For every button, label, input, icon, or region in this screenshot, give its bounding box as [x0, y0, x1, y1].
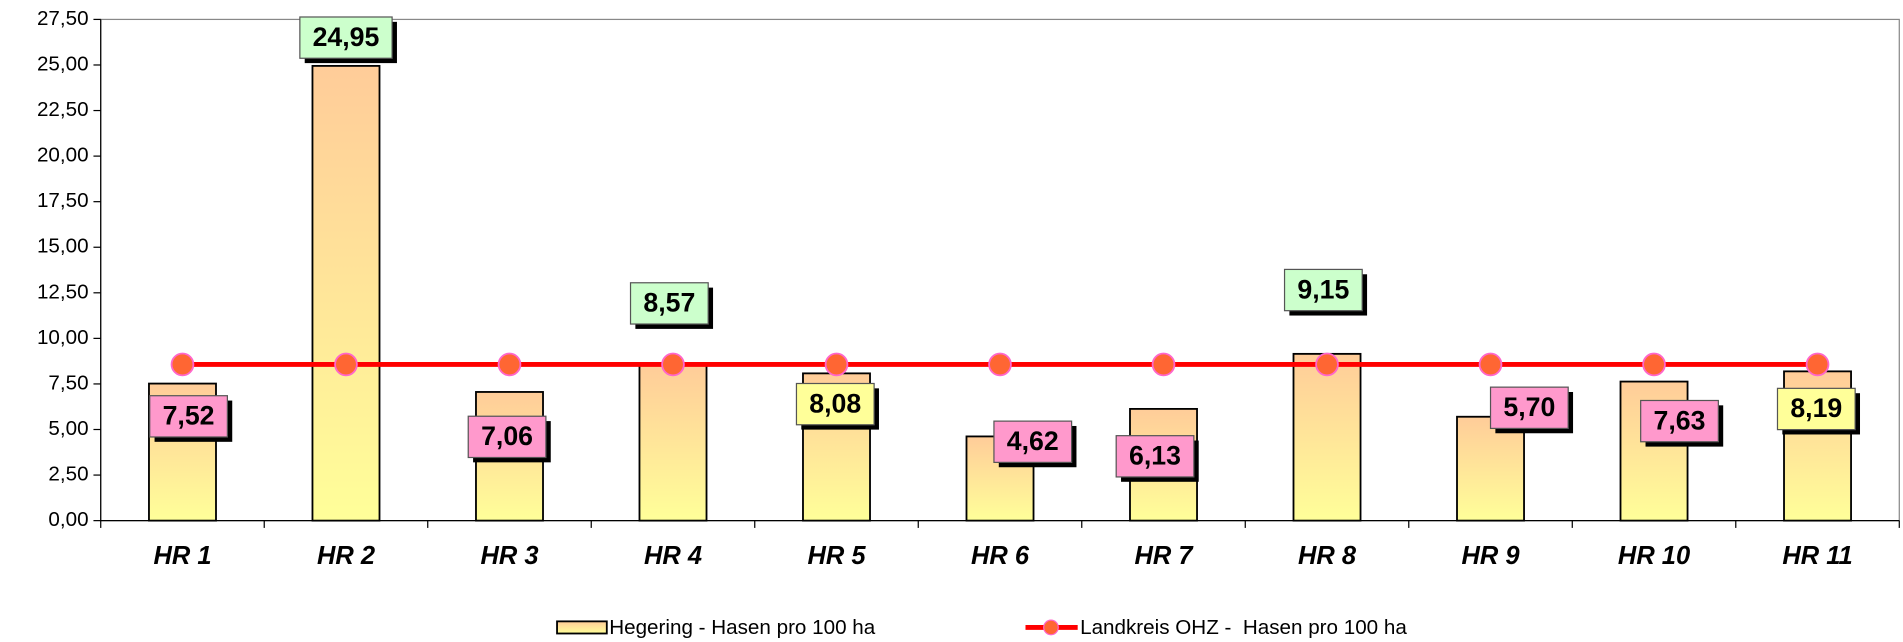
value-label-box [1489, 386, 1569, 430]
bar [1292, 352, 1362, 522]
y-tick-label: 15,00 [37, 235, 89, 258]
value-label-box [1640, 399, 1719, 443]
value-label: 8,57 [643, 288, 695, 318]
line-marker [497, 352, 522, 377]
value-label: 9,15 [1297, 274, 1349, 304]
x-tick-label: HR 5 [807, 542, 866, 570]
value-label: 8,19 [1790, 393, 1842, 423]
value-label-box [1283, 268, 1363, 312]
value-label: 7,52 [163, 401, 215, 431]
line-marker [1315, 352, 1339, 377]
bar [311, 64, 381, 522]
legend-label: Landkreis OHZ - Hasen pro 100 ha [1080, 616, 1407, 639]
line-marker [1151, 352, 1176, 377]
line-marker [661, 352, 685, 377]
value-label-box [795, 382, 875, 426]
bar [1456, 415, 1525, 522]
value-label: 8,08 [809, 388, 861, 418]
value-label: 6,13 [1129, 441, 1181, 471]
value-label: 5,70 [1503, 392, 1555, 422]
x-tick-label: HR 3 [480, 542, 538, 570]
legend-swatch [1043, 619, 1059, 636]
y-tick-label: 25,00 [37, 52, 89, 75]
value-label-box [299, 16, 393, 59]
line-marker [1642, 352, 1666, 377]
plot: 0,00 2,50 5,00 7,50 10,00 12,50 15,00 17,50 20,0… [37, 7, 1900, 639]
value-label: 4,62 [1007, 426, 1059, 456]
legend-label: Hegering - Hasen pro 100 ha [609, 616, 876, 639]
x-tick-label: HR 8 [1298, 542, 1357, 570]
x-tick-label: HR 7 [1134, 542, 1194, 570]
x-tick-label: HR 10 [1618, 542, 1690, 570]
x-tick-label: HR 4 [644, 542, 702, 570]
value-label: 7,63 [1654, 405, 1706, 435]
line-marker [988, 352, 1012, 377]
y-tick-label: 17,50 [37, 189, 89, 212]
y-tick-label: 0,00 [48, 508, 88, 531]
y-tick-label: 27,50 [37, 7, 89, 30]
value-label-box [1776, 387, 1856, 431]
line-marker [170, 352, 195, 377]
value-label: 24,95 [313, 22, 380, 52]
value-label-box [149, 395, 228, 438]
line-marker [824, 352, 849, 377]
y-tick-label: 5,00 [48, 417, 88, 440]
line-marker [1478, 352, 1503, 377]
x-tick-label: HR 2 [317, 542, 375, 570]
line-marker [334, 352, 358, 377]
bar [638, 363, 708, 522]
legend-swatch [556, 620, 608, 635]
y-tick-label: 2,50 [48, 463, 88, 486]
x-tick-label: HR 1 [153, 542, 211, 570]
value-label-box [467, 415, 547, 459]
value-label-box [629, 282, 709, 325]
y-tick-label: 20,00 [37, 144, 89, 167]
y-tick-label: 10,00 [37, 326, 89, 349]
y-tick-label: 7,50 [48, 371, 88, 394]
value-label-box [1115, 435, 1195, 478]
value-label: 7,06 [481, 421, 533, 451]
y-tick-label: 22,50 [37, 98, 89, 121]
y-tick-label: 12,50 [37, 280, 89, 303]
value-label-box [993, 420, 1073, 463]
x-tick-label: HR 11 [1782, 542, 1852, 570]
line-marker [1805, 352, 1830, 377]
x-tick-label: HR 9 [1462, 542, 1521, 570]
x-tick-label: HR 6 [971, 542, 1030, 570]
